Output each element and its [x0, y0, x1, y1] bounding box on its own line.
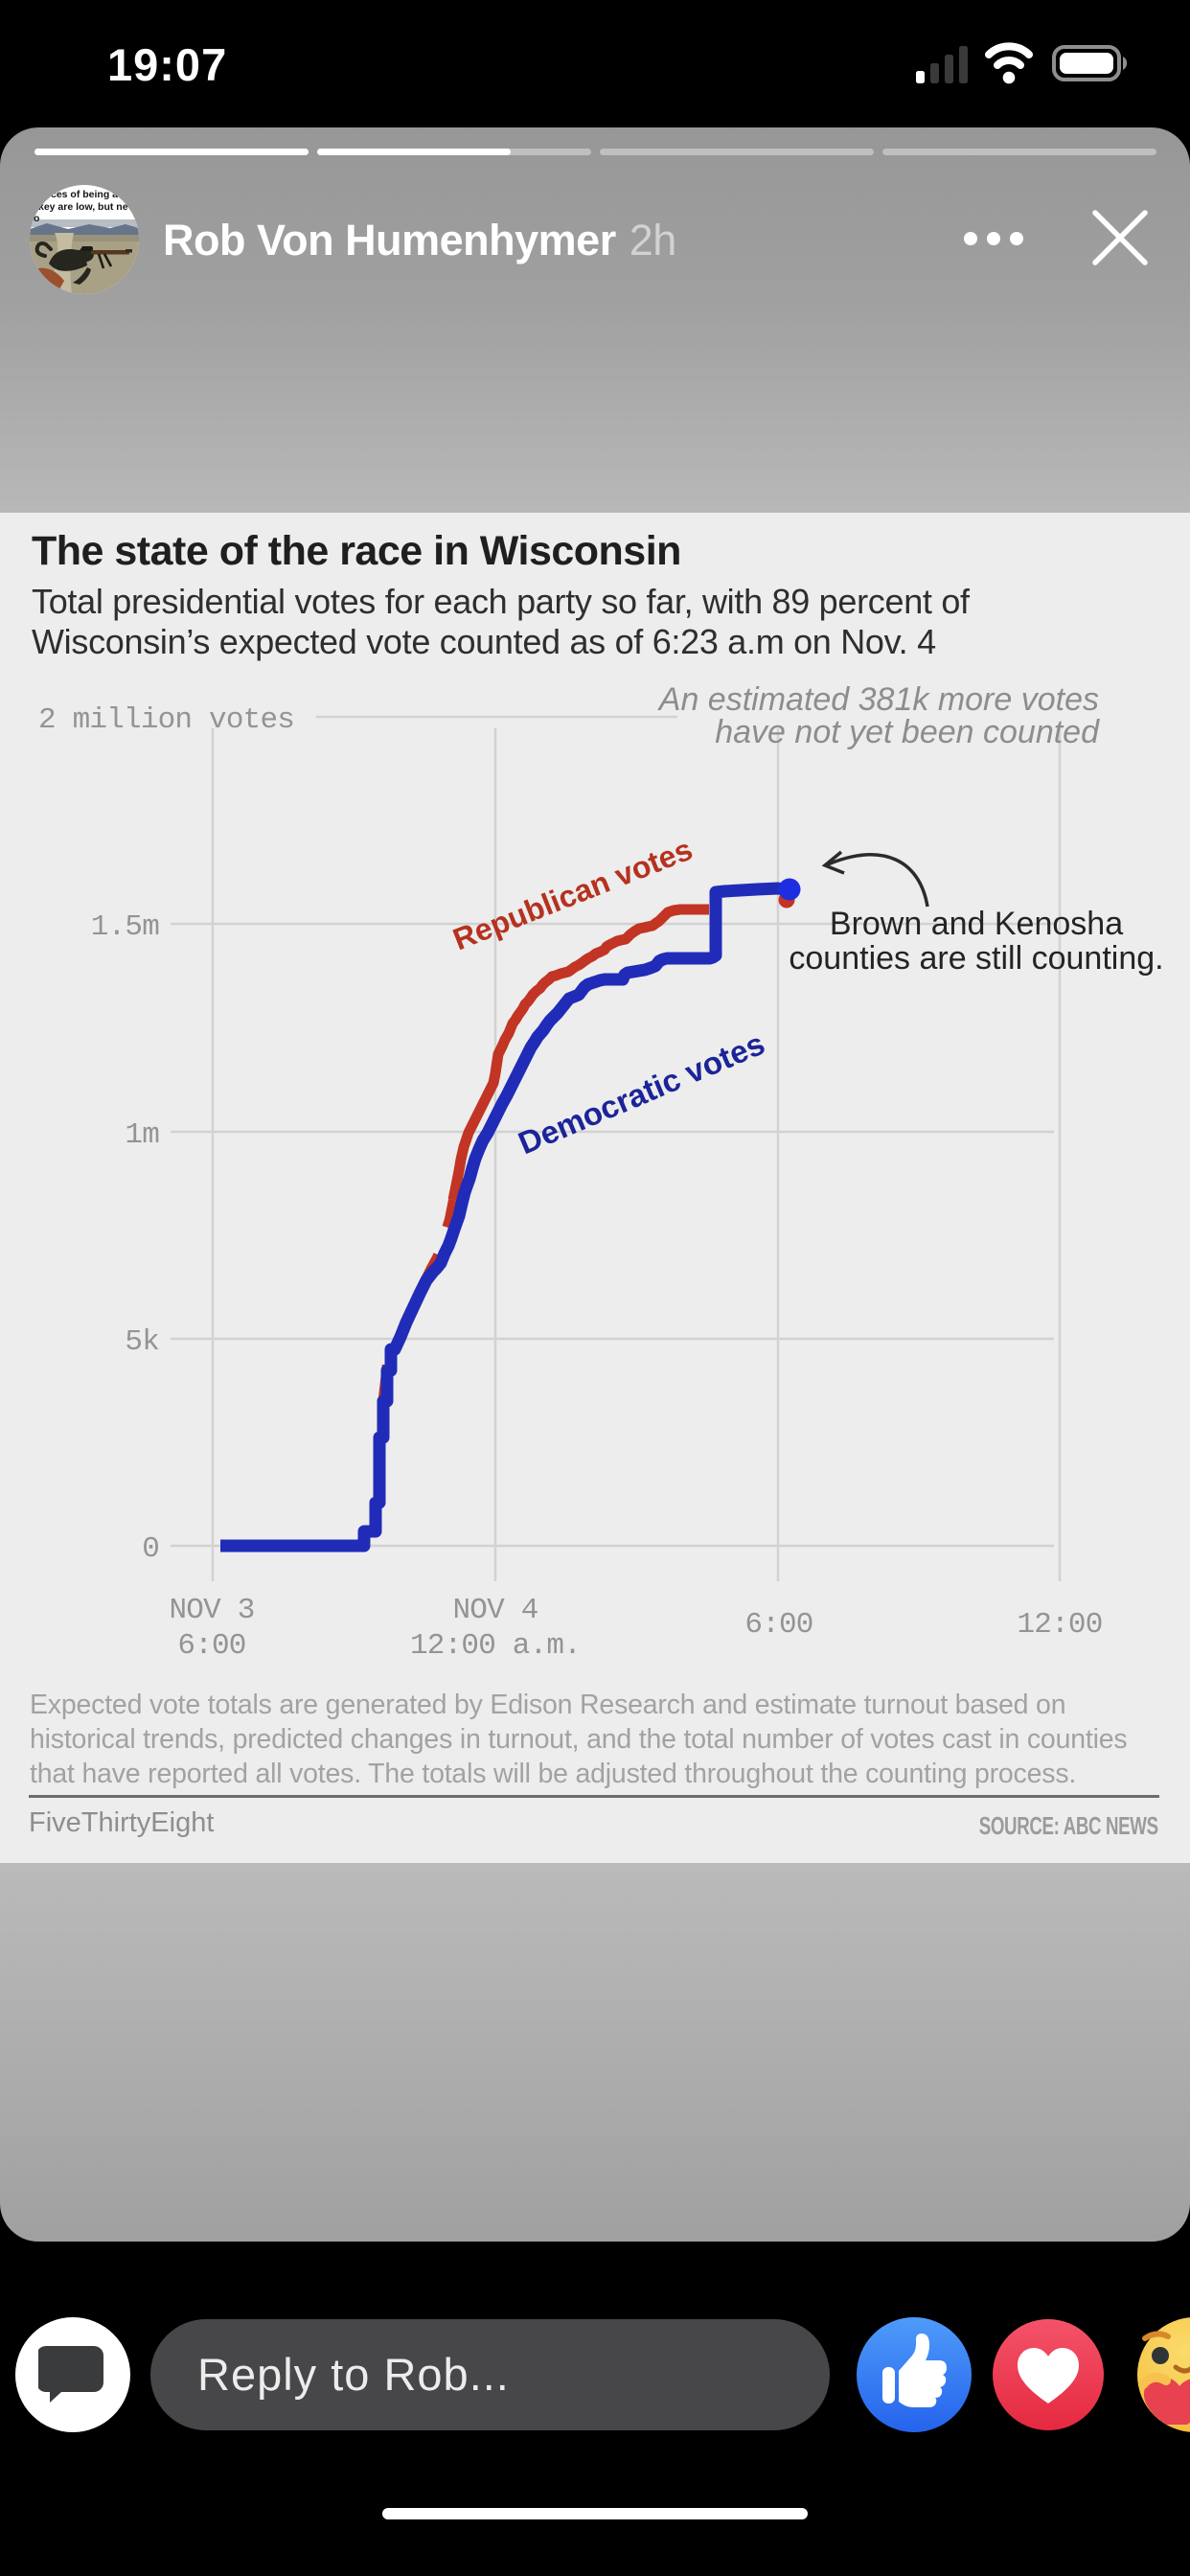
svg-text:Democratic votes: Democratic votes [514, 1025, 770, 1162]
svg-text:ces of being a: ces of being a [51, 189, 118, 200]
svg-text:1.5m: 1.5m [91, 910, 159, 944]
svg-text:o: o [34, 213, 39, 224]
svg-text:6:00: 6:00 [177, 1629, 245, 1663]
svg-text:0: 0 [142, 1532, 159, 1566]
svg-text:6:00: 6:00 [744, 1608, 812, 1642]
svg-text:have not yet been counted: have not yet been counted [715, 714, 1100, 750]
svg-text:2 million votes: 2 million votes [38, 703, 294, 737]
svg-text:Republican votes: Republican votes [448, 832, 698, 957]
svg-text:12:00: 12:00 [1017, 1608, 1102, 1642]
svg-text:NOV 3: NOV 3 [169, 1594, 254, 1627]
svg-text:12:00 a.m.: 12:00 a.m. [410, 1629, 581, 1663]
svg-text:5k: 5k [125, 1325, 159, 1359]
svg-text:key are low, but nev: key are low, but nev [38, 201, 134, 213]
svg-text:NOV 4: NOV 4 [452, 1594, 538, 1627]
svg-text:Brown and Kenosha: Brown and Kenosha [830, 906, 1123, 942]
svg-text:An estimated 381k more votes: An estimated 381k more votes [657, 681, 1099, 718]
svg-text:1m: 1m [125, 1118, 159, 1152]
svg-text:counties are still counting.: counties are still counting. [789, 940, 1163, 977]
